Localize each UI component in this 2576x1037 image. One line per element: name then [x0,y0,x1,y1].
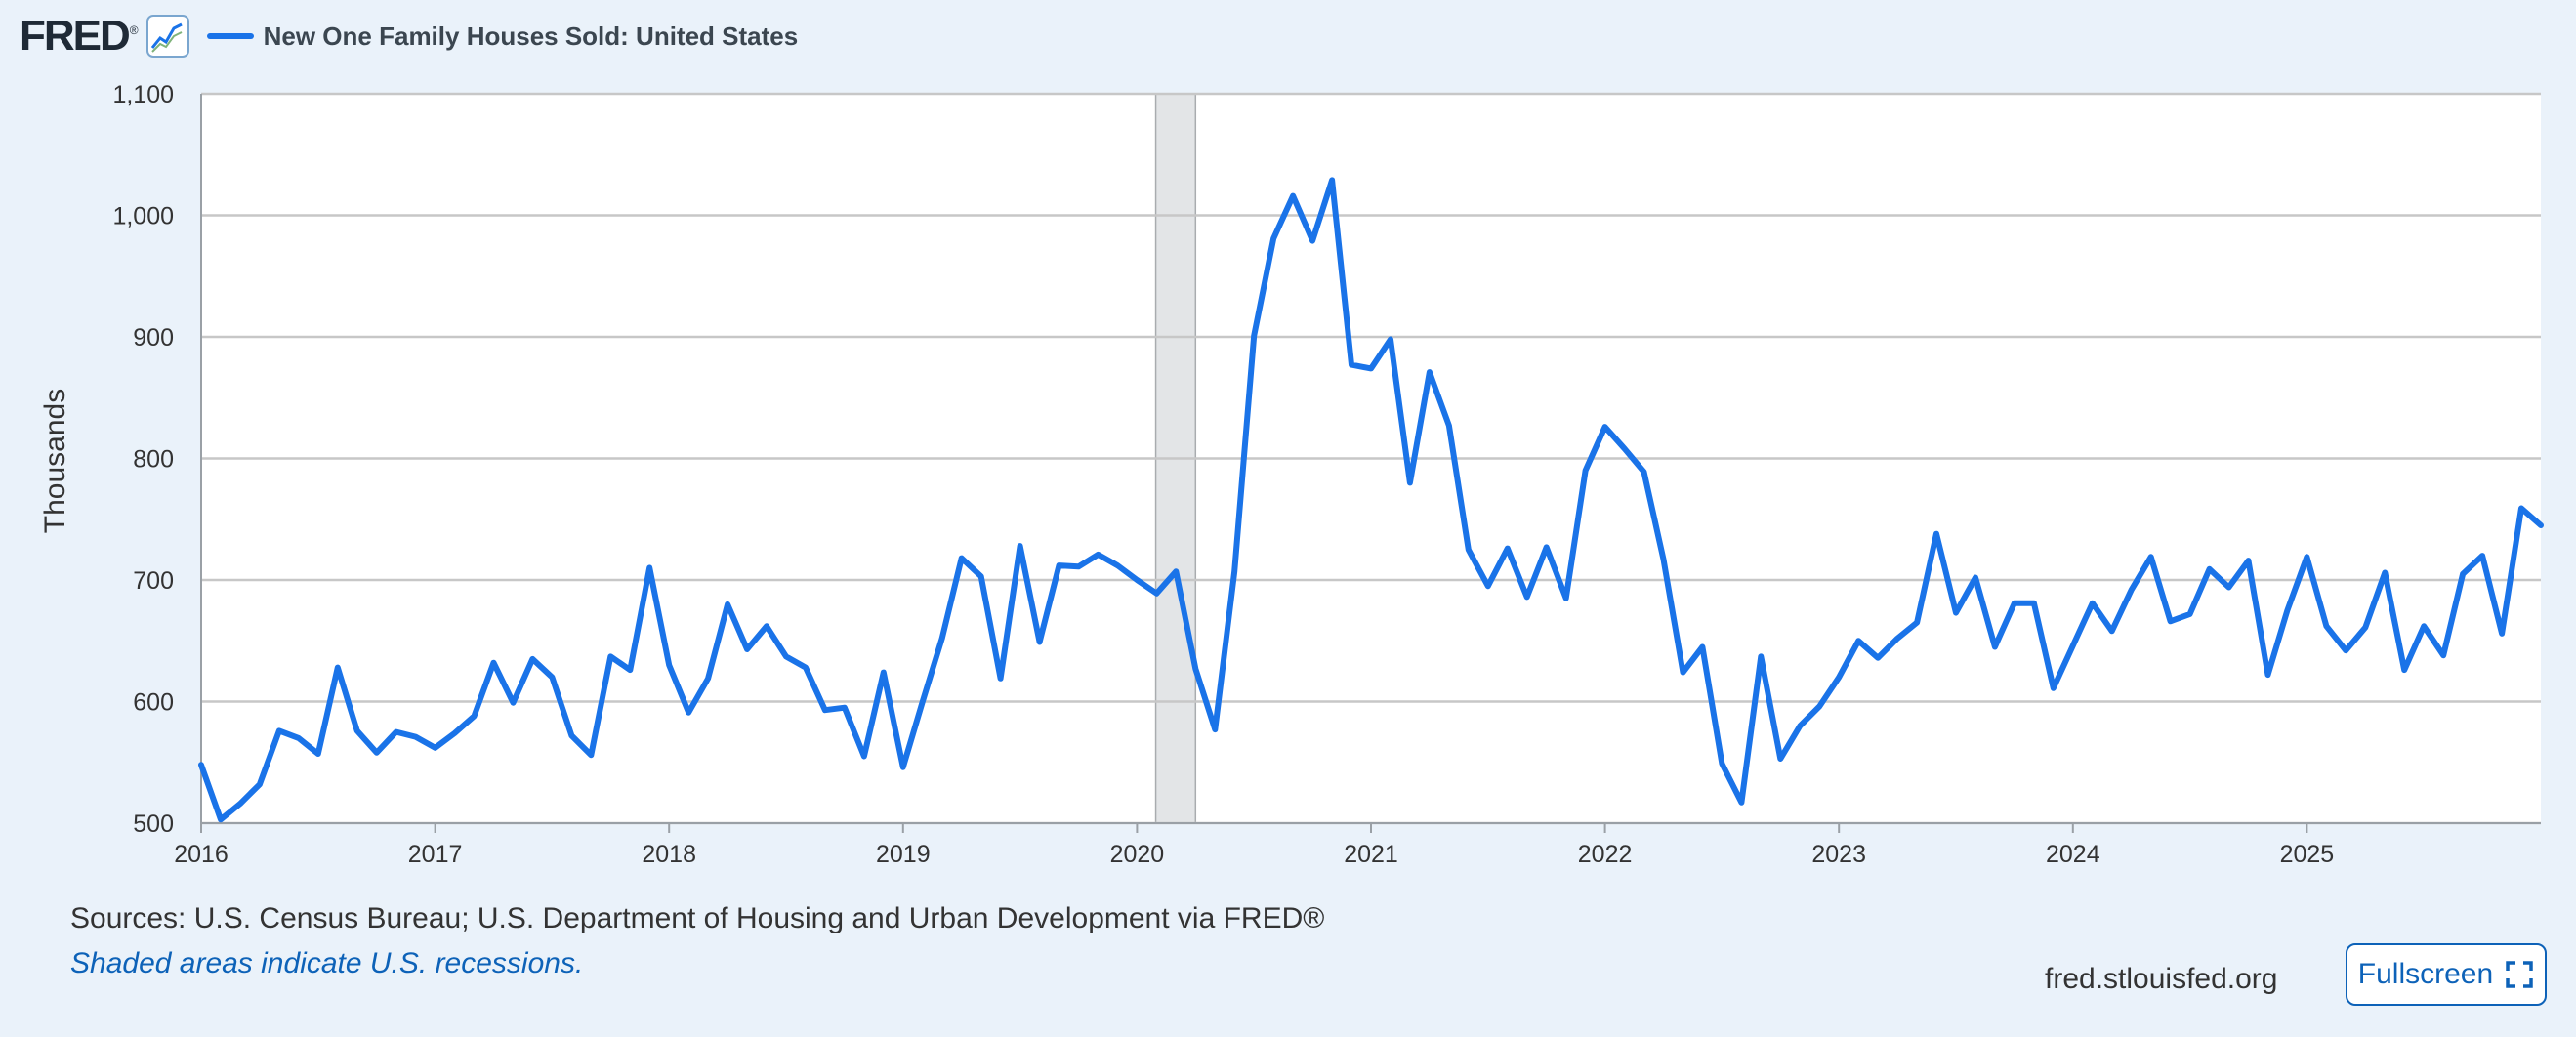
x-tick-label: 2017 [408,841,463,868]
fullscreen-icon [2505,960,2534,989]
fullscreen-label: Fullscreen [2358,958,2493,991]
sources-text: Sources: U.S. Census Bureau; U.S. Depart… [70,902,1324,935]
y-axis-label: Thousands [39,389,71,533]
x-tick-label: 2019 [876,841,931,868]
y-tick-label: 900 [133,324,174,352]
site-url[interactable]: fred.stlouisfed.org [2045,963,2277,996]
y-tick-label: 600 [133,689,174,717]
y-tick-label: 700 [133,567,174,595]
x-tick-label: 2021 [1344,841,1398,868]
x-tick-label: 2016 [174,841,229,868]
x-tick-label: 2023 [1811,841,1866,868]
line-chart: 500 600 700 800 900 1,000 1,100 2016 2017 2018 201… [0,0,2576,1037]
y-tick-label: 1,000 [112,203,174,230]
x-tick-label: 2018 [642,841,696,868]
y-tick-label: 800 [133,446,174,474]
x-tick-label: 2020 [1110,841,1165,868]
x-tick-label: 2024 [2046,841,2100,868]
recession-note: Shaded areas indicate U.S. recessions. [70,947,583,980]
x-tick-label: 2025 [2280,841,2335,868]
y-tick-label: 500 [133,810,174,838]
x-tick-label: 2022 [1578,841,1633,868]
fullscreen-button[interactable]: Fullscreen [2346,943,2547,1006]
y-tick-label: 1,100 [112,81,174,108]
